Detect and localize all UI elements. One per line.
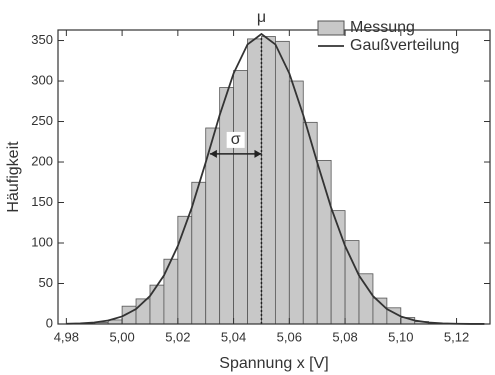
sigma-box — [226, 131, 245, 148]
x-tick-label: 4,98 — [54, 329, 79, 344]
y-tick-label: 250 — [31, 113, 53, 128]
bar — [274, 40, 290, 325]
y-tick-label: 150 — [31, 194, 53, 209]
bar — [247, 38, 262, 325]
bar — [149, 284, 165, 325]
legend-swatch — [317, 20, 345, 36]
sigma-label: σ — [231, 131, 241, 148]
x-tick-label: 5,00 — [109, 329, 134, 344]
bar — [358, 273, 374, 325]
x-tick-label: 5,04 — [221, 329, 246, 344]
x-tick-label: 5,06 — [277, 329, 302, 344]
plot-frame — [57, 29, 491, 325]
bar — [233, 70, 248, 325]
y-tick-label: 200 — [31, 153, 53, 168]
y-tick-label: 0 — [46, 315, 53, 330]
y-tick-label: 300 — [31, 72, 53, 87]
bar — [219, 87, 234, 325]
x-axis-label: Spannung x [V] — [219, 355, 328, 372]
y-tick-label: 100 — [31, 234, 53, 249]
x-tick-label: 5,10 — [388, 329, 413, 344]
x-tick-label: 5,12 — [444, 329, 469, 344]
y-tick-label: 50 — [39, 275, 53, 290]
legend-label: Gaußverteilung — [350, 37, 459, 54]
bar — [288, 80, 304, 325]
y-axis-label: Häufigkeit — [5, 141, 22, 213]
line — [66, 32, 485, 325]
mu-label: μ — [257, 9, 266, 26]
bar — [177, 215, 193, 325]
bar — [163, 258, 179, 325]
bar — [344, 240, 360, 325]
bar — [261, 36, 276, 325]
x-tick-label: 5,02 — [165, 329, 190, 344]
x-tick-label: 5,08 — [332, 329, 357, 344]
y-tick-label: 350 — [31, 32, 53, 47]
legend-label: Messung — [350, 19, 415, 36]
